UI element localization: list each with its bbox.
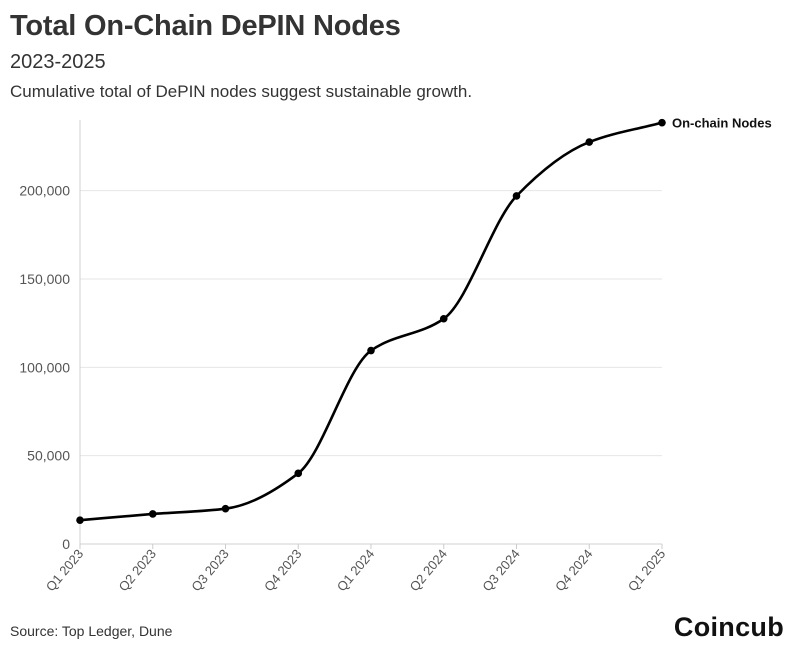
x-tick-label: Q1 2025 [625, 546, 669, 594]
x-tick-label: Q1 2024 [334, 546, 378, 594]
x-tick-label: Q2 2024 [406, 546, 450, 594]
x-tick-label: Q3 2024 [479, 546, 523, 594]
y-tick-label: 0 [62, 536, 70, 552]
y-tick-label: 150,000 [19, 271, 70, 287]
y-tick-label: 200,000 [19, 183, 70, 199]
data-point [512, 192, 521, 200]
data-point [658, 118, 666, 127]
x-tick-label: Q4 2024 [552, 546, 596, 594]
series-labels: On-chain Nodes [672, 116, 772, 131]
data-point [221, 504, 230, 513]
x-tick-label: Q1 2023 [43, 546, 87, 594]
series-label: On-chain Nodes [672, 116, 772, 131]
y-tick-label: 50,000 [27, 448, 70, 464]
source-note: Source: Top Ledger, Dune [10, 623, 173, 639]
y-tick-label: 100,000 [19, 359, 70, 375]
data-point [367, 346, 375, 355]
chart-title: Total On-Chain DePIN Nodes [10, 10, 401, 42]
chart-subtitle: 2023-2025 [10, 51, 106, 73]
x-tick-label: Q3 2023 [188, 546, 232, 594]
series-line [78, 121, 664, 522]
axes [79, 120, 663, 549]
brand-logo: Coincub [673, 612, 784, 642]
data-point [439, 314, 448, 323]
x-tick-labels: Q1 2023 Q2 2023 Q3 2023 Q4 2023 Q1 2024 Q2 20… [43, 546, 669, 594]
data-point [76, 516, 84, 524]
series-lines [78, 121, 664, 522]
x-tick-label: Q4 2023 [261, 546, 305, 594]
y-tick-labels: 0 50,000 100,000 150,000 200,000 [19, 183, 70, 552]
data-point [148, 510, 157, 518]
data-point [585, 138, 594, 146]
x-tick-label: Q2 2023 [115, 546, 159, 594]
data-points [76, 118, 666, 524]
gridlines [80, 190, 662, 457]
chart-description: Cumulative total of DePIN nodes suggest … [10, 82, 473, 101]
data-point [294, 469, 303, 478]
